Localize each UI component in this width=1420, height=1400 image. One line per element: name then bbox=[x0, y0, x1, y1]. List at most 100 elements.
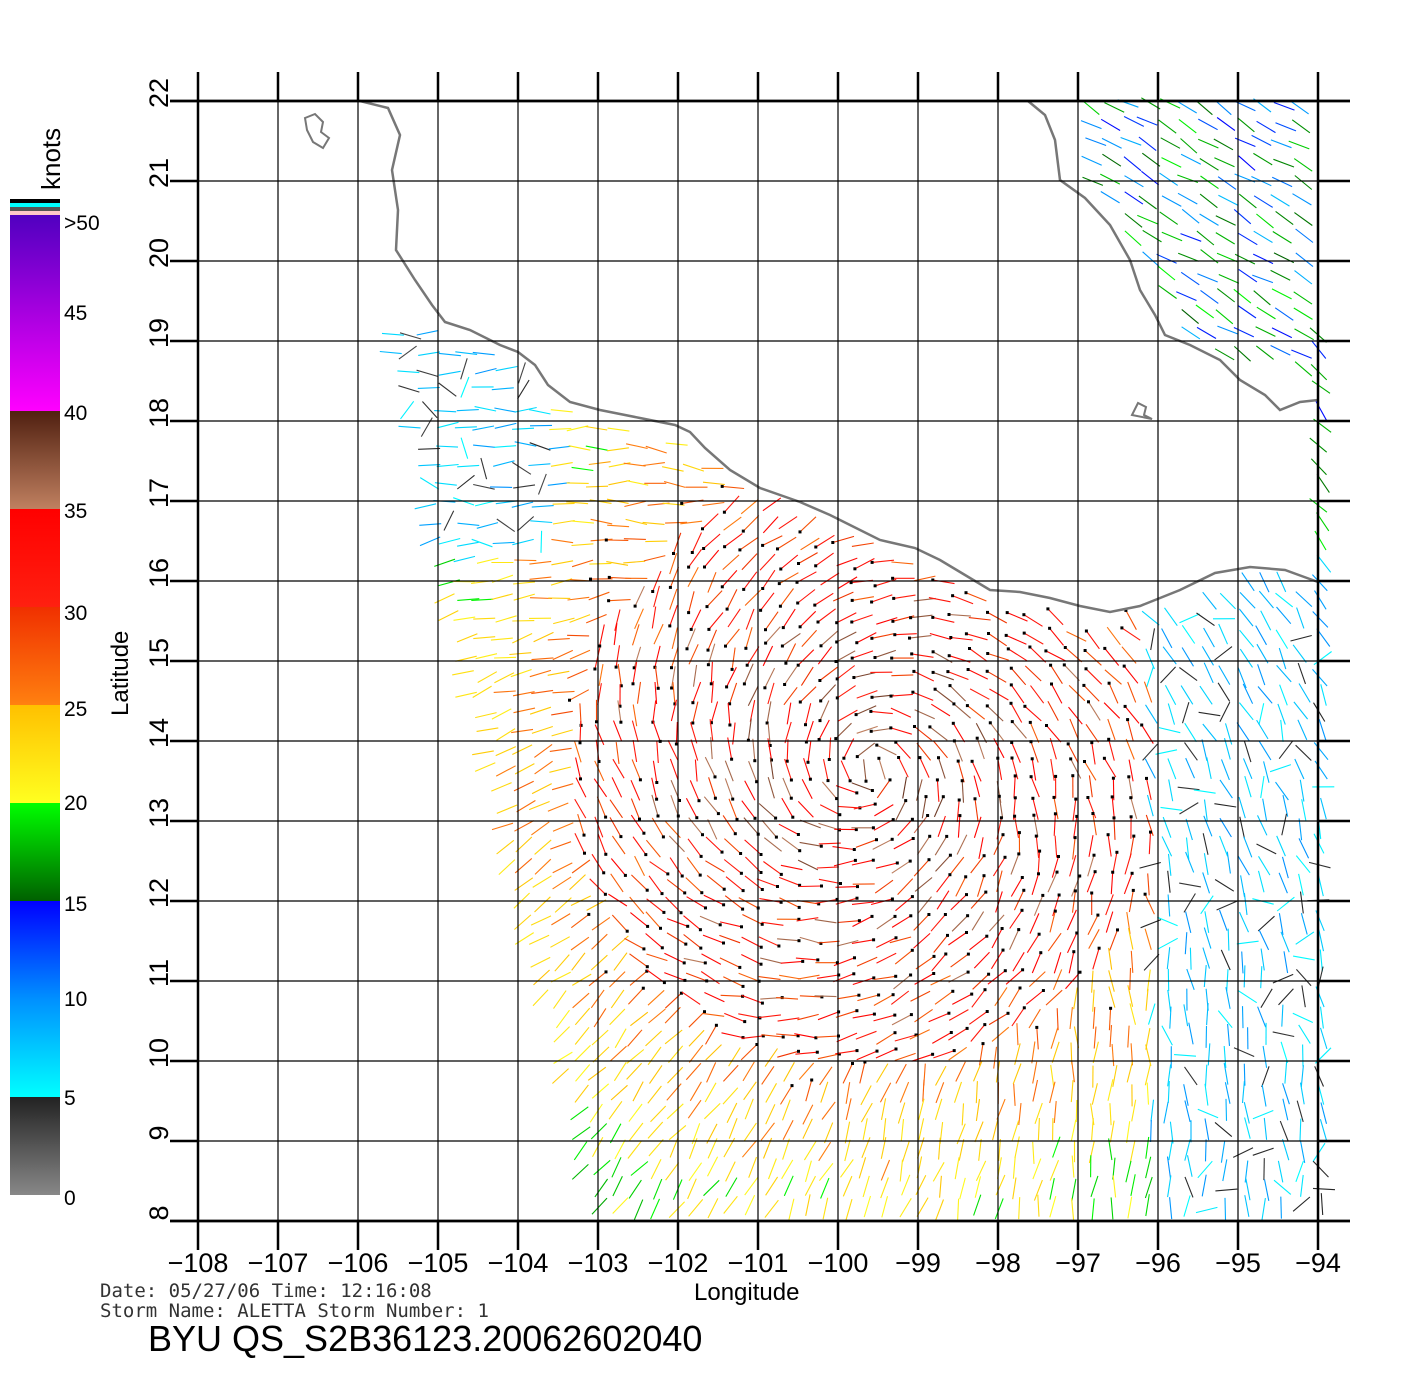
wind-vector bbox=[805, 1194, 811, 1217]
wind-vector bbox=[589, 562, 612, 565]
wind-vector bbox=[1225, 987, 1231, 1009]
wind-vector bbox=[1257, 664, 1266, 686]
wind-vector bbox=[860, 1085, 872, 1106]
rain-flag-dot bbox=[632, 666, 636, 670]
wind-vector bbox=[840, 1159, 854, 1178]
rain-flag-dot bbox=[927, 858, 931, 862]
wind-vector bbox=[1237, 990, 1258, 1004]
wind-vector bbox=[648, 1008, 666, 1024]
wind-vector bbox=[1295, 855, 1311, 874]
wind-vector bbox=[494, 407, 517, 413]
rain-flag-dot bbox=[607, 575, 611, 579]
wind-vector bbox=[1195, 304, 1215, 319]
rain-flag-dot bbox=[872, 938, 876, 942]
colorbar-label: 30 bbox=[64, 602, 88, 625]
wind-vector bbox=[552, 519, 575, 525]
wind-vector bbox=[845, 1198, 853, 1221]
wind-vector bbox=[690, 609, 702, 630]
rain-flag-dot bbox=[965, 704, 969, 708]
rain-flag-dot bbox=[695, 816, 699, 820]
wind-vector bbox=[815, 534, 835, 548]
rain-flag-dot bbox=[765, 721, 769, 725]
wind-vector bbox=[627, 987, 644, 1005]
rain-flag-dot bbox=[1129, 796, 1133, 800]
wind-vector bbox=[492, 541, 515, 545]
rain-flag-dot bbox=[946, 933, 949, 937]
wind-vector bbox=[1198, 711, 1221, 717]
wind-vector bbox=[1070, 758, 1082, 779]
wind-vector bbox=[932, 616, 955, 623]
rain-flag-dot bbox=[853, 956, 856, 960]
wind-vector bbox=[1204, 911, 1210, 933]
wind-vector bbox=[531, 821, 550, 836]
wind-vector bbox=[436, 463, 459, 468]
wind-vector bbox=[571, 859, 591, 874]
wind-vector bbox=[782, 632, 801, 647]
wind-vector bbox=[998, 1138, 1001, 1161]
wind-vector bbox=[1207, 1043, 1211, 1066]
wind-vector bbox=[645, 1030, 662, 1047]
wind-vector bbox=[933, 1050, 955, 1059]
rain-flag-dot bbox=[760, 922, 764, 926]
wind-vector bbox=[574, 1007, 591, 1026]
colorbar-label: 40 bbox=[64, 402, 88, 425]
wind-vector bbox=[1088, 929, 1100, 949]
wind-vector bbox=[742, 914, 763, 925]
wind-vector bbox=[593, 1008, 607, 1028]
wind-vector bbox=[1121, 627, 1141, 641]
colorbar-label: 20 bbox=[64, 792, 88, 815]
wind-vector bbox=[728, 1118, 738, 1139]
rain-flag-dot bbox=[869, 729, 873, 733]
wind-vector bbox=[1130, 950, 1134, 973]
rain-flag-dot bbox=[776, 885, 779, 888]
wind-vector bbox=[643, 462, 665, 467]
wind-vector bbox=[438, 382, 457, 397]
rain-flag-dot bbox=[1102, 756, 1106, 760]
wind-vector bbox=[994, 1198, 1004, 1220]
rain-flag-dot bbox=[909, 1013, 913, 1017]
wind-vector bbox=[853, 672, 876, 679]
wind-vector bbox=[691, 532, 702, 553]
wind-vector bbox=[572, 992, 590, 1009]
wind-vector bbox=[961, 1103, 965, 1126]
wind-vector bbox=[762, 569, 776, 589]
wind-vector bbox=[669, 857, 683, 877]
rain-flag-dot bbox=[855, 1009, 859, 1013]
wind-vector bbox=[819, 804, 841, 816]
wind-vector bbox=[993, 1046, 998, 1069]
rain-flag-dot bbox=[1000, 927, 1004, 930]
wind-vector bbox=[554, 954, 570, 972]
wind-vector bbox=[798, 1062, 815, 1080]
rain-flag-dot bbox=[835, 677, 839, 681]
rain-flag-dot bbox=[1009, 683, 1013, 687]
wind-vector bbox=[1141, 152, 1161, 167]
wind-vector bbox=[1156, 253, 1177, 264]
wind-vector bbox=[1177, 786, 1200, 791]
wind-vector bbox=[1158, 119, 1177, 134]
wind-vector bbox=[937, 757, 946, 779]
wind-vector bbox=[1298, 818, 1303, 841]
wind-vector bbox=[817, 1011, 839, 1021]
rain-flag-dot bbox=[1041, 893, 1045, 897]
wind-vector bbox=[1110, 872, 1114, 895]
wind-vector bbox=[1072, 799, 1077, 821]
rain-flag-dot bbox=[645, 888, 649, 892]
wind-vector bbox=[652, 760, 658, 783]
wind-vector bbox=[1011, 742, 1021, 763]
wind-vector bbox=[814, 592, 834, 606]
rain-flag-dot bbox=[951, 594, 955, 598]
wind-vector bbox=[729, 682, 738, 704]
wind-vector bbox=[893, 594, 916, 599]
wind-vector bbox=[931, 953, 947, 972]
wind-vector bbox=[1261, 1198, 1266, 1220]
rain-flag-dot bbox=[759, 962, 763, 966]
wind-vector bbox=[1253, 290, 1271, 306]
wind-vector bbox=[989, 722, 1004, 741]
wind-vector bbox=[880, 1098, 887, 1121]
wind-vector bbox=[1145, 1136, 1150, 1159]
rain-flag-dot bbox=[703, 961, 707, 965]
wind-vector bbox=[1150, 628, 1156, 651]
rain-flag-dot bbox=[730, 757, 734, 761]
wind-vector bbox=[1261, 1066, 1270, 1088]
wind-vector bbox=[1050, 758, 1055, 781]
